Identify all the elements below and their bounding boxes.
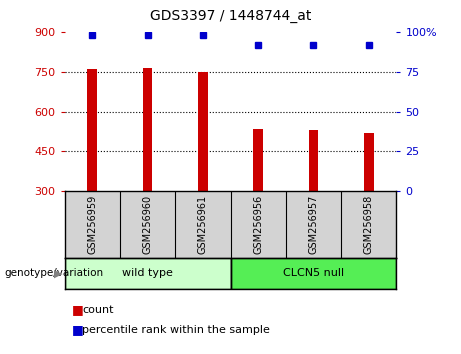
Text: GSM256959: GSM256959 [87,195,97,254]
Bar [142,68,153,191]
Text: GSM256958: GSM256958 [364,195,374,254]
Text: ■: ■ [71,303,83,316]
Bar [253,129,263,191]
Text: percentile rank within the sample: percentile rank within the sample [82,325,270,335]
Text: count: count [82,305,113,315]
Text: GSM256956: GSM256956 [253,195,263,254]
Bar [308,130,319,191]
Text: GSM256961: GSM256961 [198,195,208,254]
Text: CLCN5 null: CLCN5 null [283,268,344,279]
Text: genotype/variation: genotype/variation [5,268,104,279]
Bar [364,133,374,191]
Text: wild type: wild type [122,268,173,279]
Bar [198,72,208,191]
Text: GSM256957: GSM256957 [308,195,319,254]
Bar [230,258,396,289]
Text: GSM256960: GSM256960 [142,195,153,254]
Bar [87,69,97,191]
Text: ▶: ▶ [54,268,62,279]
Text: GDS3397 / 1448744_at: GDS3397 / 1448744_at [150,9,311,23]
Bar [65,258,230,289]
Text: ■: ■ [71,324,83,336]
